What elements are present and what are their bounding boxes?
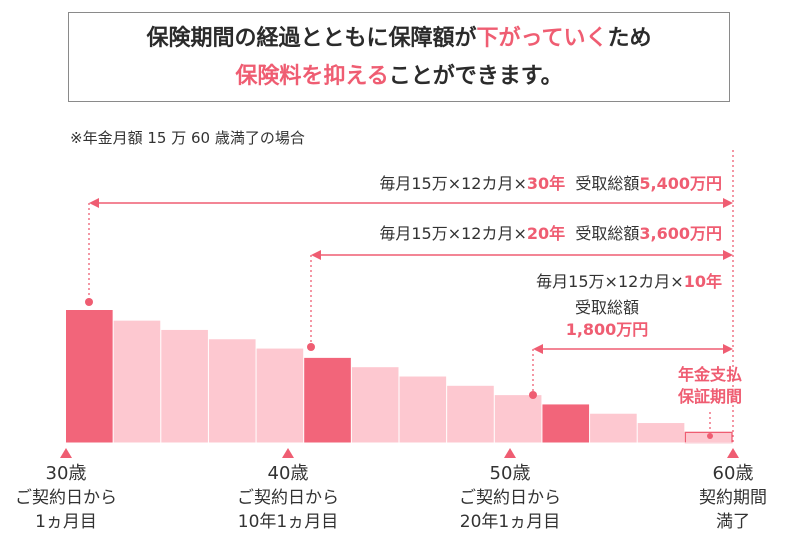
range-label-30y: 毎月15万×12カ月×30年 受取総額5,400万円 (379, 170, 722, 194)
headline-line-2: 保険料を抑えることができます。 (69, 58, 729, 96)
range-prefix: 毎月15万×12カ月× (379, 224, 527, 243)
arrow-20y-right (723, 250, 733, 260)
axis-label-30: 30歳 ご契約日から 1ヵ月目 (0, 462, 132, 534)
condition-note: ※年金月額 15 万 60 歳満了の場合 (70, 129, 305, 147)
axis-age: 40歳 (267, 463, 309, 484)
range-prefix: 毎月15万×12カ月× (379, 174, 527, 193)
tick-60 (727, 448, 739, 458)
axis-label-60: 60歳 契約期間 満了 (678, 462, 788, 534)
headline-emphasis: 下がっていく (476, 26, 608, 51)
axis-ticks (60, 448, 739, 458)
bar-group (66, 310, 733, 444)
range-years: 20年 (526, 224, 566, 243)
guarantee-line-1: 年金支払 (677, 365, 742, 384)
range-years: 30年 (526, 174, 566, 193)
dot-50 (529, 391, 537, 399)
guide-lines (66, 150, 734, 444)
tick-40 (282, 448, 294, 458)
range-prefix: 毎月15万×12カ月× (536, 272, 684, 291)
axis-line-2: 20年1ヵ月目 (459, 512, 561, 532)
bar-12 (637, 423, 685, 443)
range-total: 5,400万円 (639, 174, 722, 193)
headline-line-1: 保険期間の経過とともに保障額が下がっていくため (69, 20, 729, 58)
axis-age: 60歳 (712, 463, 754, 484)
bar-9 (494, 395, 542, 443)
tick-50 (504, 448, 516, 458)
bar-6 (351, 367, 399, 443)
dot-30 (85, 298, 93, 306)
range-label-20y: 毎月15万×12カ月×20年 受取総額3,600万円 (379, 220, 722, 244)
arrow-20y-left (311, 250, 321, 260)
bar-11 (590, 413, 637, 443)
dot-40 (307, 343, 315, 351)
headline-text: ことができます。 (388, 64, 563, 89)
bar-8 (447, 385, 494, 443)
arrow-10y-left (533, 344, 543, 354)
dot-guarantee (707, 433, 713, 439)
bar-4 (256, 348, 304, 443)
axis-line-2: 10年1ヵ月目 (237, 512, 339, 532)
arrow-30y-left (89, 198, 99, 208)
headline-emphasis: 保険料を抑える (235, 64, 389, 89)
range-mid: 受取総額 (575, 224, 640, 243)
axis-label-40: 40歳 ご契約日から 10年1ヵ月目 (222, 462, 354, 534)
axis-line-1: ご契約日から (15, 488, 117, 508)
tick-30 (60, 448, 72, 458)
bar-2 (161, 329, 208, 443)
axis-line-2: 1ヵ月目 (35, 512, 97, 532)
arrow-30y-right (723, 198, 733, 208)
bar-3 (208, 339, 256, 443)
axis-line-1: ご契約日から (237, 488, 339, 508)
range-total: 1,800万円 (565, 320, 649, 339)
guarantee-label: 年金支払 保証期間 (662, 364, 758, 408)
range-mid: 受取総額 (574, 298, 639, 317)
range-arrows (89, 198, 733, 354)
bar-7 (399, 376, 447, 443)
range-total: 3,600万円 (639, 224, 722, 243)
axis-line-2: 満了 (716, 512, 750, 532)
axis-line-1: ご契約日から (459, 488, 561, 508)
bar-5 (304, 357, 351, 443)
axis-label-50: 50歳 ご契約日から 20年1ヵ月目 (444, 462, 576, 534)
range-label-10y: 毎月15万×12カ月×10年 (536, 268, 722, 292)
bar-10 (542, 404, 590, 443)
headline-text: ため (607, 26, 652, 51)
axis-age: 50歳 (489, 463, 531, 484)
axis-line-1: 契約期間 (699, 488, 767, 508)
bar-0 (66, 310, 113, 443)
headline-text: 保険期間の経過とともに保障額が (146, 26, 477, 51)
bar-1 (113, 320, 161, 443)
arrow-10y-right (723, 344, 733, 354)
headline-box: 保険期間の経過とともに保障額が下がっていくため 保険料を抑えることができます。 (68, 12, 730, 102)
range-years: 10年 (683, 272, 722, 291)
range-mid: 受取総額 (575, 174, 640, 193)
guarantee-line-2: 保証期間 (677, 387, 742, 406)
axis-age: 30歳 (45, 463, 87, 484)
range-total-10y: 受取総額 1,800万円 (552, 297, 662, 341)
